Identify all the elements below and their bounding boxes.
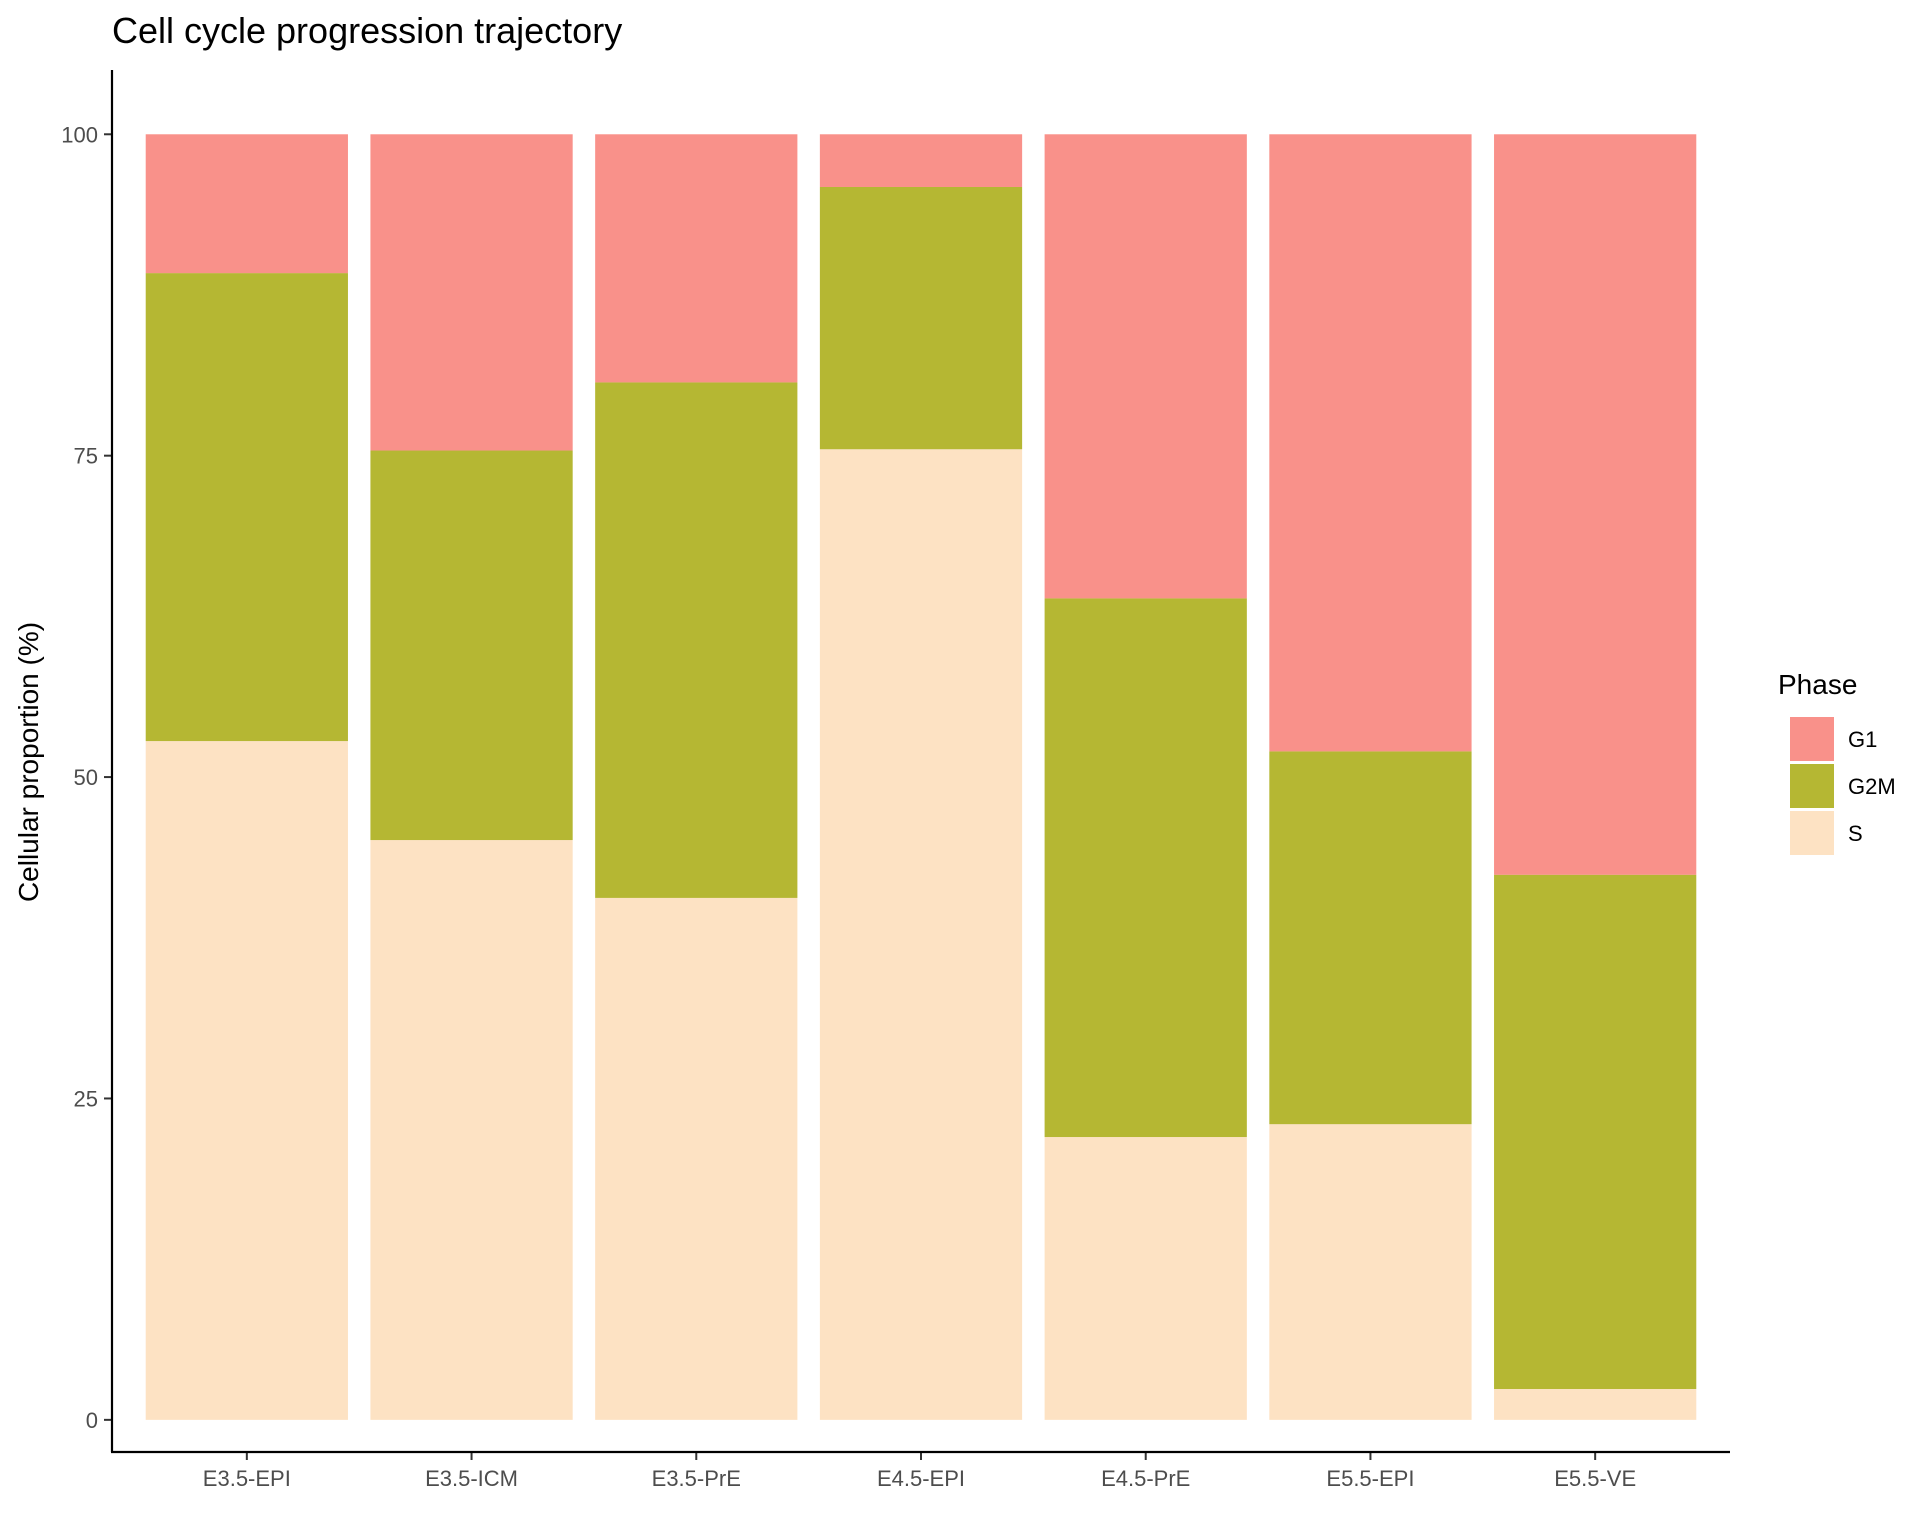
legend-label-g2m: G2M xyxy=(1848,774,1896,799)
x-tick-label: E4.5-PrE xyxy=(1101,1466,1190,1491)
legend-items: G1 G2M S xyxy=(1790,717,1896,855)
y-tick-label: 25 xyxy=(74,1086,98,1111)
bar-g2m-e5.5-ve xyxy=(1494,874,1697,1390)
bar-g2m-e3.5-icm xyxy=(370,450,573,841)
x-tick-label: E4.5-EPI xyxy=(877,1466,965,1491)
bar-g1-e3.5-pre xyxy=(595,134,798,383)
y-axis-ticks: 0 25 50 75 100 xyxy=(61,122,112,1433)
bars-group xyxy=(145,134,1697,1420)
bar-g1-e4.5-pre xyxy=(1044,134,1247,599)
bar-s-e3.5-epi xyxy=(145,741,348,1420)
legend-key-g1 xyxy=(1790,717,1834,761)
bar-s-e3.5-icm xyxy=(370,840,573,1420)
bar-s-e4.5-pre xyxy=(1044,1137,1247,1420)
y-tick-label: 75 xyxy=(74,444,98,469)
y-tick-label: 0 xyxy=(86,1408,98,1433)
x-tick-label: E5.5-VE xyxy=(1554,1466,1636,1491)
y-tick-label: 100 xyxy=(61,122,98,147)
bar-s-e4.5-epi xyxy=(819,449,1023,1420)
bar-g2m-e4.5-epi xyxy=(819,186,1023,450)
x-tick-label: E3.5-PrE xyxy=(652,1466,741,1491)
bar-g2m-e5.5-epi xyxy=(1269,751,1472,1125)
bar-g1-e5.5-epi xyxy=(1269,134,1472,752)
legend: Phase G1 G2M S xyxy=(1778,669,1896,855)
legend-title: Phase xyxy=(1778,669,1857,700)
x-axis-ticks: E3.5-EPI E3.5-ICM E3.5-PrE E4.5-EPI E4.5-PrE… xyxy=(203,1452,1636,1491)
legend-label-s: S xyxy=(1848,821,1863,846)
bar-g1-e5.5-ve xyxy=(1494,134,1697,875)
bar-s-e5.5-epi xyxy=(1269,1124,1472,1420)
bar-g2m-e3.5-pre xyxy=(595,382,798,898)
legend-key-g2m xyxy=(1790,764,1834,808)
y-axis-title: Cellular proportion (%) xyxy=(13,622,44,902)
y-tick-label: 50 xyxy=(74,765,98,790)
bar-g2m-e3.5-epi xyxy=(145,273,348,742)
bar-g1-e3.5-icm xyxy=(370,134,573,451)
legend-key-s xyxy=(1790,811,1834,855)
bar-g1-e3.5-epi xyxy=(145,134,348,274)
x-tick-label: E3.5-EPI xyxy=(203,1466,291,1491)
bar-g1-e4.5-epi xyxy=(819,134,1023,187)
x-tick-label: E5.5-EPI xyxy=(1326,1466,1414,1491)
x-tick-label: E3.5-ICM xyxy=(425,1466,518,1491)
bar-s-e5.5-ve xyxy=(1494,1389,1697,1420)
bar-s-e3.5-pre xyxy=(595,897,798,1420)
bar-g2m-e4.5-pre xyxy=(1044,598,1247,1138)
legend-label-g1: G1 xyxy=(1848,727,1877,752)
chart-title: Cell cycle progression trajectory xyxy=(112,10,622,51)
